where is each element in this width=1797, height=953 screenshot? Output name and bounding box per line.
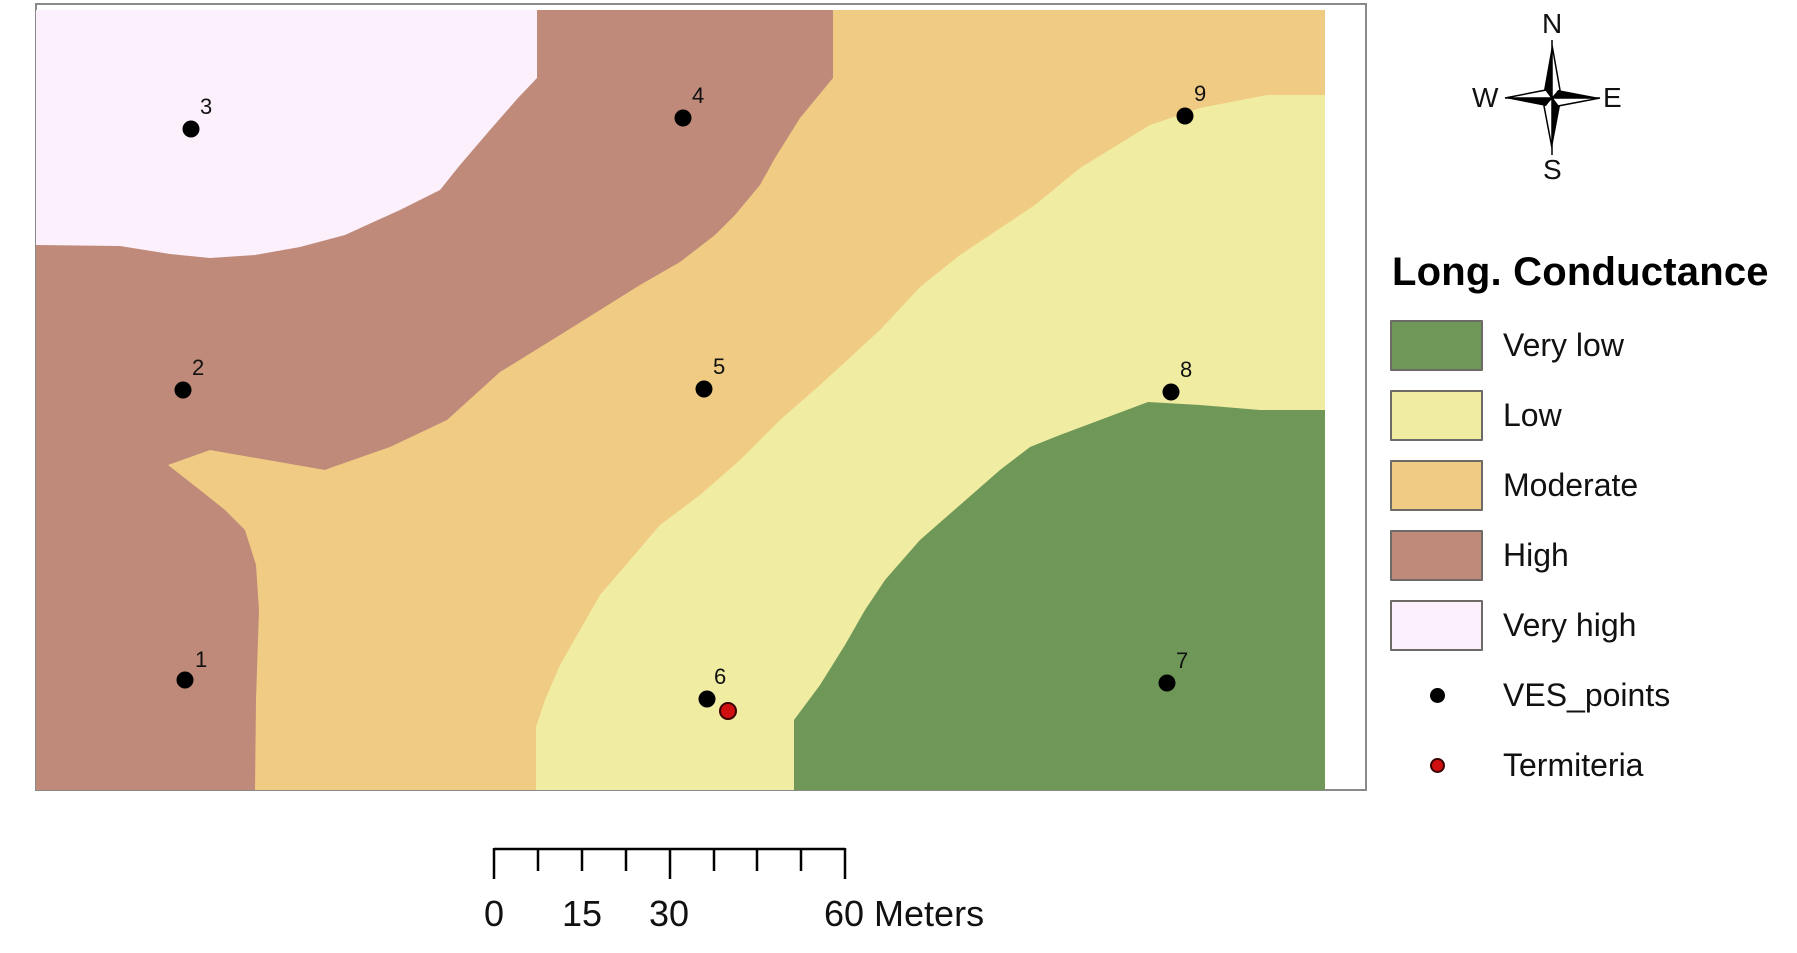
legend-label: Termiteria [1503, 746, 1644, 783]
legend-item-low: Low [1390, 388, 1562, 442]
zone-very-high [36, 10, 537, 258]
ves-point-9[interactable]: 9 [1176, 81, 1207, 125]
scale-label-60: 60 Meters [824, 893, 985, 934]
scale-bar [492, 847, 847, 879]
compass-north-label: N [1542, 8, 1563, 39]
ves-point-8[interactable]: 8 [1162, 357, 1193, 401]
scale-label-0: 0 [484, 893, 505, 934]
swatch-very-low [1390, 319, 1483, 371]
swatch-very-high [1390, 599, 1483, 651]
scale-label-15: 15 [562, 893, 603, 934]
legend-item-moderate: Moderate [1390, 458, 1638, 512]
compass-east-label: E [1603, 82, 1622, 113]
legend-label: High [1503, 536, 1569, 573]
legend-item-termiteria: Termiteria [1390, 738, 1643, 792]
legend-label: Very high [1503, 606, 1637, 643]
legend-item-high: High [1390, 528, 1569, 582]
ves-point-7[interactable]: 7 [1158, 648, 1189, 692]
svg-text:2: 2 [192, 355, 204, 380]
ves-point-marker-icon [1430, 687, 1445, 703]
ves-point-3[interactable]: 3 [182, 94, 213, 138]
ves-point-1[interactable]: 1 [176, 647, 208, 689]
ves-points-layer: 1 2 3 4 5 6 7 8 9 [174, 81, 1207, 708]
zone-very-low [794, 402, 1325, 790]
legend-item-very-high: Very high [1390, 598, 1636, 652]
ves-point-6[interactable]: 6 [698, 664, 727, 708]
compass-south-label: S [1543, 154, 1562, 185]
svg-text:7: 7 [1176, 648, 1188, 673]
svg-text:6: 6 [714, 664, 726, 689]
ves-point-4[interactable]: 4 [674, 83, 705, 127]
legend-item-ves-points: VES_points [1390, 668, 1670, 722]
legend-title: Long. Conductance [1392, 250, 1769, 294]
svg-text:5: 5 [713, 354, 725, 379]
ves-point-2[interactable]: 2 [174, 355, 205, 399]
termiteria-point[interactable] [719, 702, 737, 720]
svg-text:4: 4 [692, 83, 704, 108]
swatch-high [1390, 529, 1483, 581]
ves-point-5[interactable]: 5 [695, 354, 726, 398]
legend-label: VES_points [1503, 676, 1671, 713]
scale-label-30: 30 [649, 893, 690, 934]
legend-label: Moderate [1503, 466, 1639, 503]
legend-label: Low [1503, 396, 1562, 433]
svg-text:8: 8 [1180, 357, 1192, 382]
swatch-low [1390, 389, 1483, 441]
swatch-moderate [1390, 459, 1483, 511]
svg-text:3: 3 [200, 94, 212, 119]
svg-text:1: 1 [195, 647, 207, 672]
north-arrow-icon [1504, 40, 1601, 155]
svg-text:9: 9 [1194, 81, 1206, 106]
legend-label: Very low [1503, 326, 1624, 363]
compass-west-label: W [1472, 82, 1499, 113]
termiteria-marker-icon [1430, 757, 1445, 773]
legend-item-very-low: Very low [1390, 318, 1624, 372]
